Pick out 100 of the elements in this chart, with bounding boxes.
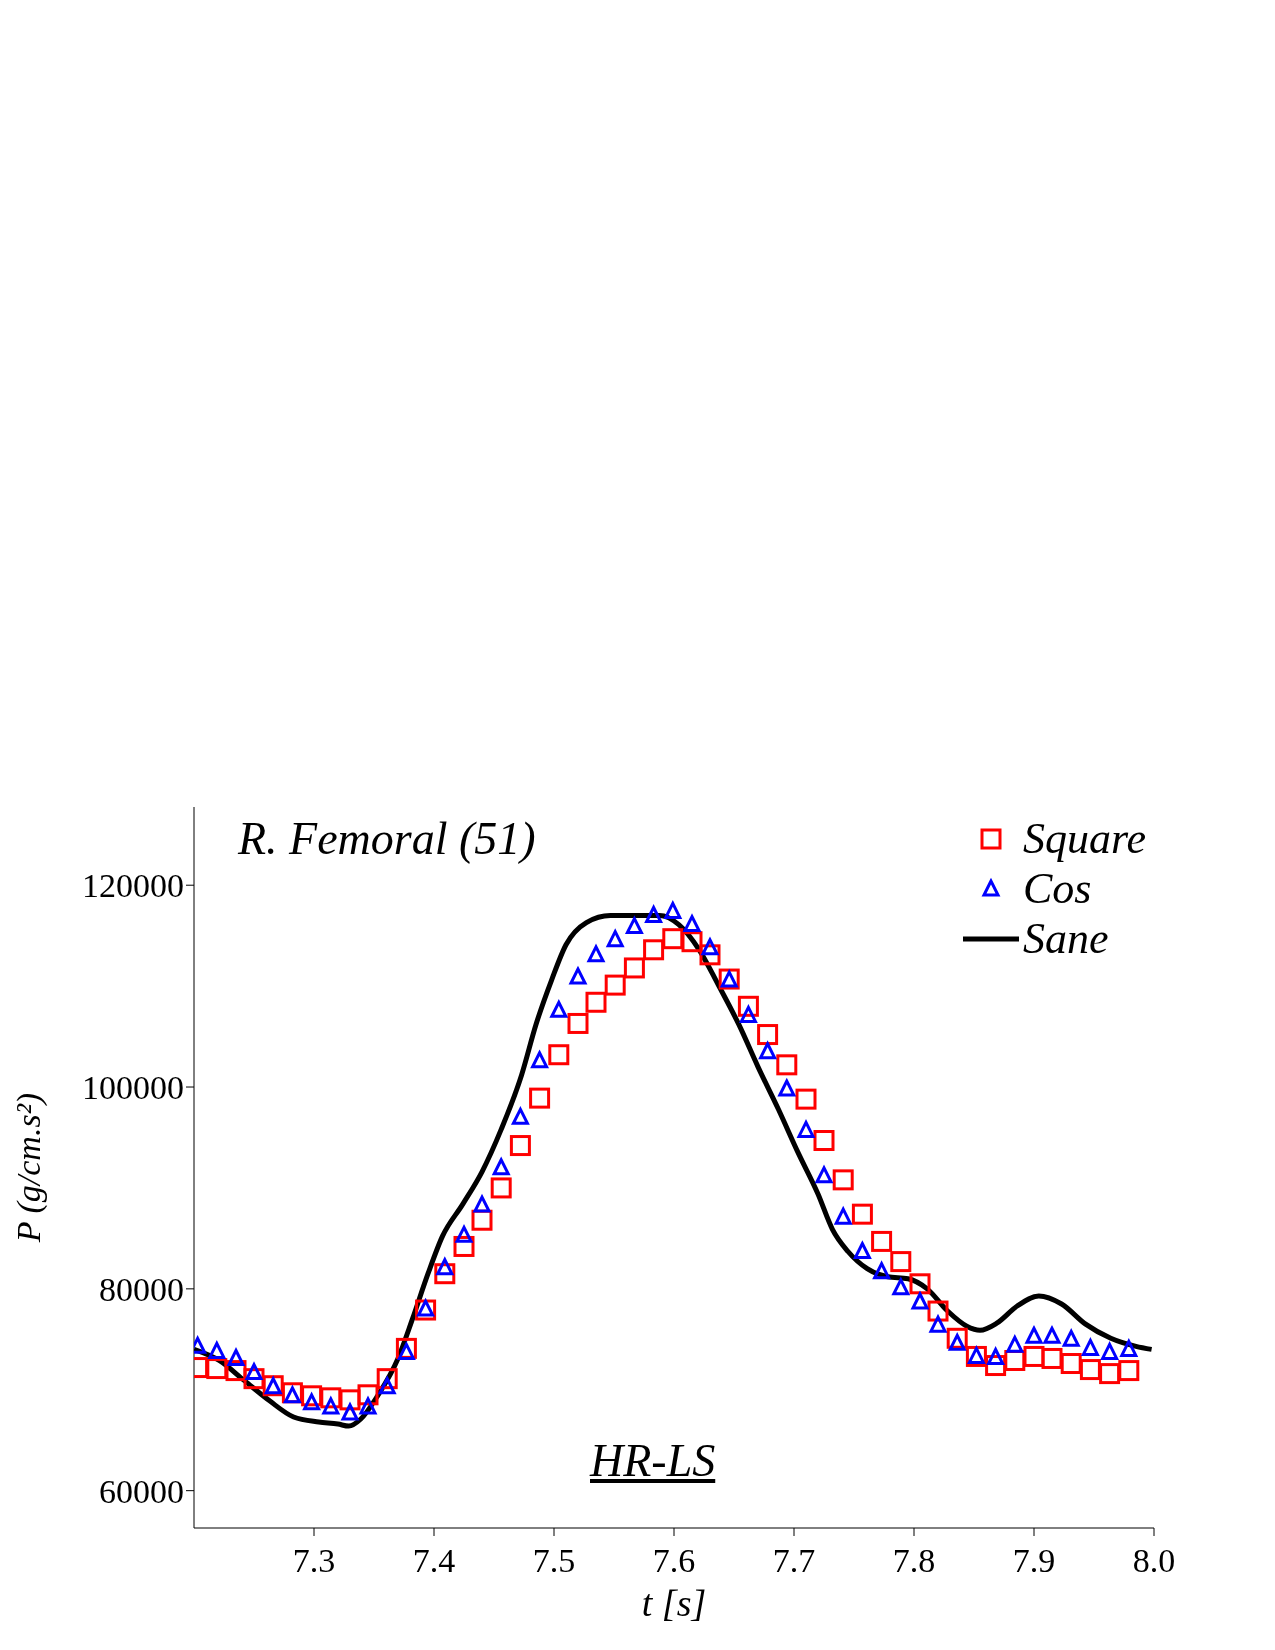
point xyxy=(987,1347,1005,1365)
point xyxy=(1079,1359,1101,1381)
point xyxy=(737,995,759,1017)
point xyxy=(625,917,643,935)
legend-label: Cos xyxy=(1022,864,1092,914)
point xyxy=(777,1077,797,1097)
point xyxy=(832,1169,854,1191)
point xyxy=(683,915,701,933)
y-tick-label: 120000 xyxy=(82,867,184,905)
point xyxy=(322,1397,340,1415)
x-axis-title: t [s] xyxy=(641,1582,707,1624)
point xyxy=(890,1251,912,1273)
point xyxy=(662,928,684,950)
point xyxy=(339,1389,361,1411)
point xyxy=(1118,1360,1140,1382)
point xyxy=(606,930,624,948)
y-tick-label: 100000 xyxy=(82,1069,184,1107)
point xyxy=(529,1087,551,1109)
x-tick-label: 7.7 xyxy=(772,1542,816,1580)
point xyxy=(681,931,703,953)
point xyxy=(206,1358,228,1380)
legend-label: Sane xyxy=(1022,914,1109,964)
point xyxy=(245,1363,263,1381)
legend-label: Square xyxy=(1022,814,1146,864)
x-tick-label: 7.4 xyxy=(412,1542,456,1580)
point xyxy=(492,1158,510,1176)
point xyxy=(587,945,605,963)
point xyxy=(511,1107,529,1125)
point xyxy=(853,1242,871,1260)
point xyxy=(795,1088,817,1110)
point xyxy=(1062,1329,1080,1347)
annotation: R. Femoral (51) xyxy=(238,812,536,865)
point xyxy=(1023,1345,1045,1367)
point xyxy=(645,905,663,923)
point xyxy=(813,1130,835,1152)
point xyxy=(1041,1347,1063,1369)
point xyxy=(227,1348,245,1366)
point xyxy=(531,1051,549,1069)
x-tick-label: 8.0 xyxy=(1132,1542,1176,1580)
point xyxy=(1099,1363,1121,1385)
point xyxy=(929,1315,947,1333)
point xyxy=(359,1397,377,1415)
point xyxy=(341,1403,359,1421)
point xyxy=(1081,1338,1099,1356)
point xyxy=(851,1203,873,1225)
point xyxy=(892,1278,910,1296)
y-tick-label: 60000 xyxy=(99,1472,184,1510)
point xyxy=(585,991,607,1013)
x-tick-label: 7.3 xyxy=(292,1542,336,1580)
point xyxy=(759,1042,777,1060)
point xyxy=(548,1044,570,1066)
point xyxy=(797,1120,815,1138)
point xyxy=(664,901,682,919)
point xyxy=(1043,1326,1061,1344)
point xyxy=(604,974,626,996)
point xyxy=(948,1333,966,1351)
point xyxy=(509,1135,531,1157)
point xyxy=(357,1384,379,1406)
point xyxy=(1120,1339,1138,1357)
point xyxy=(490,1177,512,1199)
point xyxy=(623,957,645,979)
point xyxy=(815,1166,833,1184)
point xyxy=(776,1054,798,1076)
point xyxy=(378,1377,396,1395)
point xyxy=(927,1300,949,1322)
point xyxy=(643,939,665,961)
point xyxy=(569,967,587,985)
point xyxy=(434,1263,456,1285)
point xyxy=(757,1024,779,1046)
point xyxy=(320,1387,342,1409)
point xyxy=(208,1341,226,1359)
x-tick-label: 7.8 xyxy=(892,1542,936,1580)
point xyxy=(1006,1335,1024,1353)
point xyxy=(567,1012,589,1034)
point xyxy=(873,1262,891,1280)
point xyxy=(833,1205,853,1225)
point xyxy=(739,1005,757,1023)
point xyxy=(550,1000,568,1018)
point xyxy=(397,1342,415,1360)
point xyxy=(301,1385,323,1407)
x-tick-label: 7.9 xyxy=(1012,1542,1056,1580)
point xyxy=(946,1327,968,1349)
x-tick-label: 7.5 xyxy=(532,1542,576,1580)
y-axis-title: P (g/cm.s²) xyxy=(10,1092,49,1244)
point xyxy=(473,1195,491,1213)
annotation: HR-LS xyxy=(590,1434,716,1487)
point xyxy=(455,1225,473,1243)
point xyxy=(1101,1342,1119,1360)
point xyxy=(1025,1326,1043,1344)
point xyxy=(909,1273,931,1295)
x-tick-label: 7.6 xyxy=(652,1542,696,1580)
point xyxy=(911,1292,929,1310)
point xyxy=(1060,1353,1082,1375)
point xyxy=(701,938,719,956)
point xyxy=(243,1368,265,1390)
y-tick-label: 80000 xyxy=(99,1270,184,1308)
point xyxy=(871,1230,893,1252)
point xyxy=(376,1368,398,1390)
point xyxy=(303,1393,321,1411)
point xyxy=(436,1258,454,1276)
